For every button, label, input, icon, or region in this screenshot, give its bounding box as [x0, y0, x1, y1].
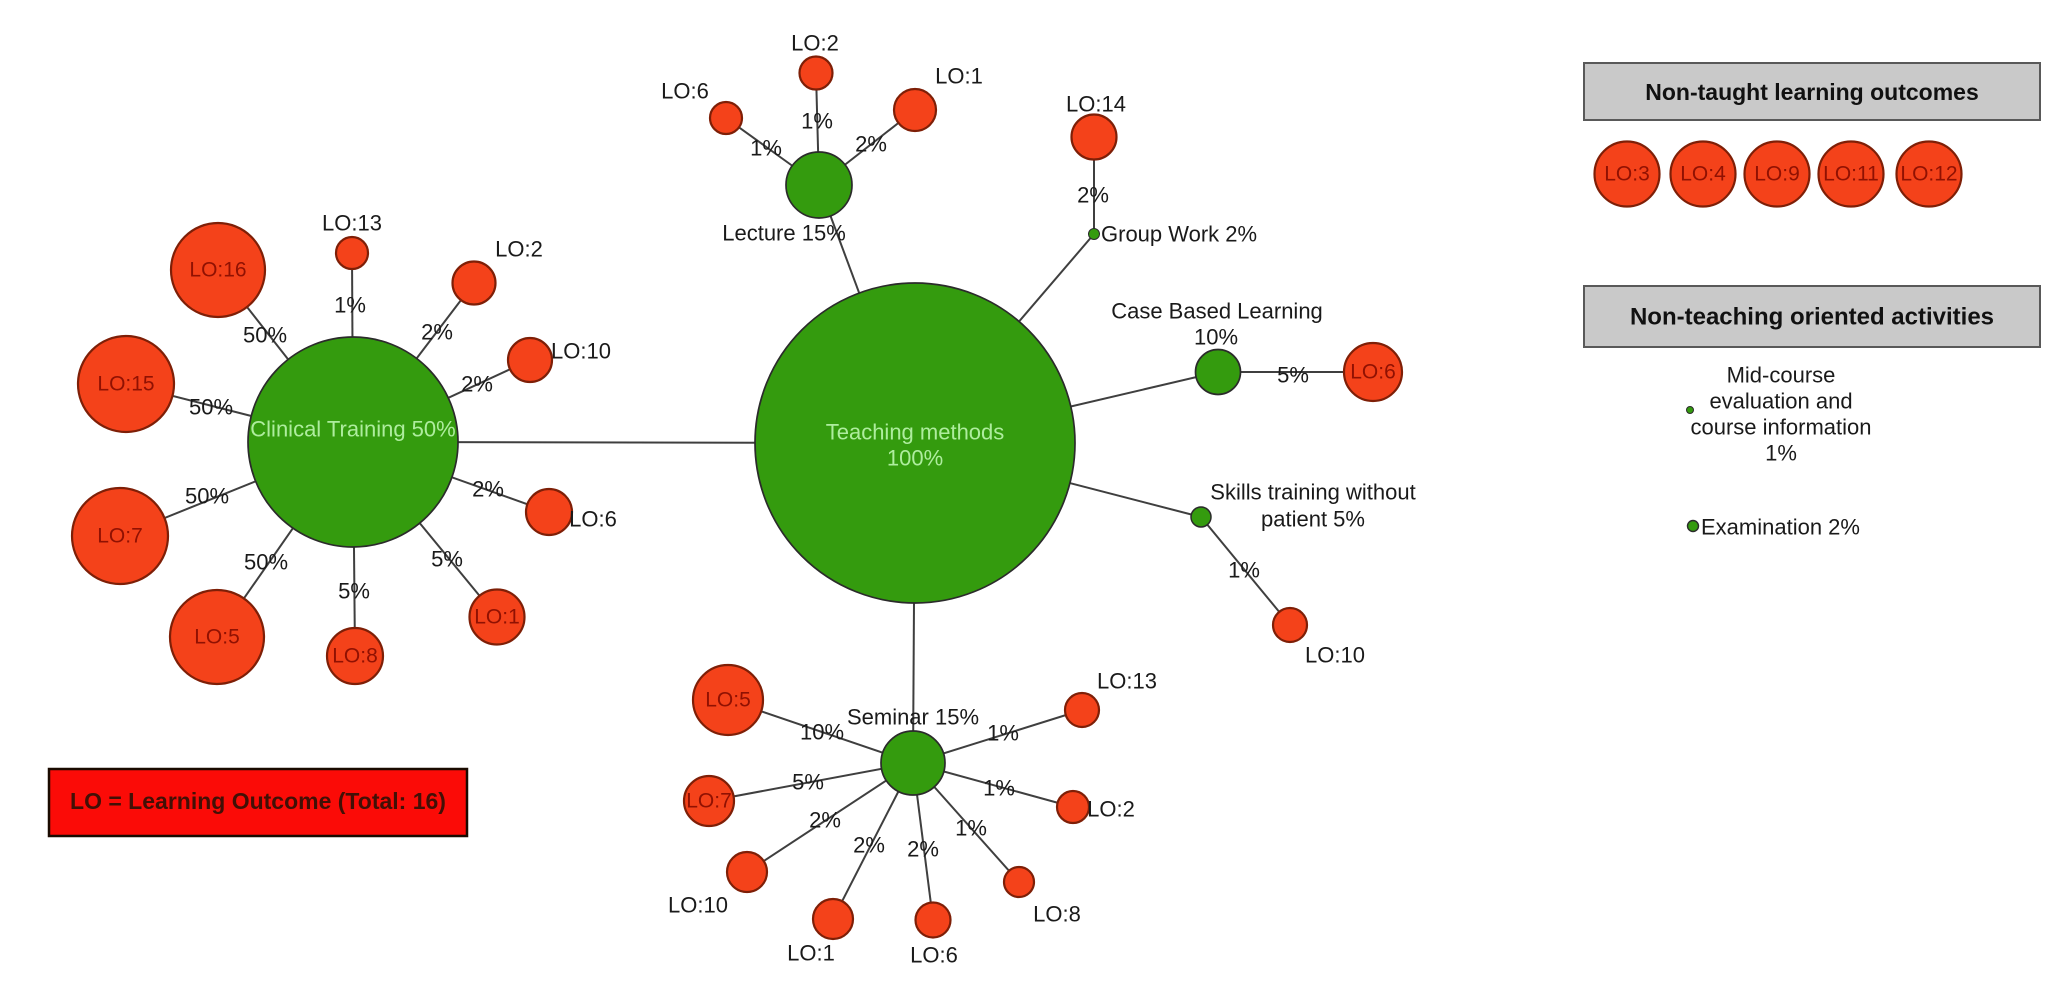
svg-text:1%: 1%: [983, 776, 1015, 801]
svg-text:LO:13: LO:13: [322, 211, 382, 236]
svg-text:2%: 2%: [855, 132, 887, 157]
svg-text:1%: 1%: [801, 109, 833, 134]
svg-text:1%: 1%: [334, 293, 366, 318]
svg-text:1%: 1%: [1228, 558, 1260, 583]
svg-text:Lecture 15%: Lecture 15%: [722, 221, 846, 246]
svg-text:100%: 100%: [887, 446, 943, 471]
svg-text:LO:1: LO:1: [474, 606, 520, 629]
svg-text:LO:5: LO:5: [194, 626, 240, 649]
svg-text:patient 5%: patient 5%: [1261, 507, 1365, 532]
svg-text:1%: 1%: [987, 721, 1019, 746]
svg-text:LO:6: LO:6: [910, 943, 958, 968]
svg-text:Non-taught learning outcomes: Non-taught learning outcomes: [1645, 79, 1979, 105]
svg-text:50%: 50%: [243, 323, 287, 348]
svg-text:1%: 1%: [955, 816, 987, 841]
svg-text:LO = Learning Outcome (Total:: LO = Learning Outcome (Total: 16): [70, 788, 446, 814]
svg-text:2%: 2%: [461, 372, 493, 397]
svg-text:LO:10: LO:10: [668, 893, 728, 918]
svg-text:2%: 2%: [809, 808, 841, 833]
svg-text:LO:12: LO:12: [1900, 163, 1957, 186]
svg-text:Case Based Learning: Case Based Learning: [1111, 299, 1323, 324]
svg-text:LO:2: LO:2: [791, 31, 839, 56]
svg-text:5%: 5%: [431, 547, 463, 572]
svg-text:LO:7: LO:7: [97, 525, 143, 548]
svg-text:5%: 5%: [1277, 363, 1309, 388]
svg-text:LO:1: LO:1: [935, 64, 983, 89]
svg-text:LO:1: LO:1: [787, 941, 835, 966]
svg-text:2%: 2%: [472, 477, 504, 502]
svg-text:LO:16: LO:16: [189, 259, 246, 282]
svg-text:Examination 2%: Examination 2%: [1701, 515, 1860, 540]
svg-text:50%: 50%: [244, 550, 288, 575]
svg-text:Non-teaching oriented activiti: Non-teaching oriented activities: [1630, 304, 1994, 331]
svg-text:LO:7: LO:7: [686, 790, 732, 813]
svg-text:Group Work 2%: Group Work 2%: [1101, 222, 1257, 247]
svg-text:LO:2: LO:2: [1087, 797, 1135, 822]
svg-text:LO:10: LO:10: [1305, 643, 1365, 668]
svg-text:1%: 1%: [750, 136, 782, 161]
svg-text:LO:4: LO:4: [1680, 163, 1726, 186]
svg-text:LO:10: LO:10: [551, 339, 611, 364]
svg-text:LO:5: LO:5: [705, 689, 751, 712]
svg-text:LO:13: LO:13: [1097, 669, 1157, 694]
svg-text:Teaching methods: Teaching methods: [826, 420, 1005, 445]
svg-text:LO:3: LO:3: [1604, 163, 1650, 186]
svg-text:50%: 50%: [189, 395, 233, 420]
svg-text:50%: 50%: [185, 484, 229, 509]
svg-text:10%: 10%: [1194, 325, 1238, 350]
svg-text:1%: 1%: [1765, 441, 1797, 466]
svg-text:LO:6: LO:6: [1350, 361, 1396, 384]
svg-text:LO:14: LO:14: [1066, 92, 1126, 117]
svg-text:LO:15: LO:15: [97, 373, 154, 396]
svg-text:LO:6: LO:6: [569, 507, 617, 532]
svg-text:LO:11: LO:11: [1823, 163, 1879, 186]
svg-text:Clinical Training 50%: Clinical Training 50%: [250, 417, 455, 442]
svg-text:LO:6: LO:6: [661, 79, 709, 104]
svg-text:LO:9: LO:9: [1754, 163, 1800, 186]
svg-text:evaluation and: evaluation and: [1709, 389, 1852, 414]
svg-text:Seminar 15%: Seminar 15%: [847, 705, 979, 730]
svg-text:Skills training without: Skills training without: [1210, 480, 1415, 505]
svg-text:LO:8: LO:8: [332, 645, 378, 668]
svg-text:2%: 2%: [1077, 183, 1109, 208]
svg-text:LO:2: LO:2: [495, 237, 543, 262]
svg-text:2%: 2%: [853, 833, 885, 858]
svg-text:LO:8: LO:8: [1033, 902, 1081, 927]
svg-text:2%: 2%: [421, 320, 453, 345]
svg-text:Mid-course: Mid-course: [1727, 363, 1836, 388]
svg-text:2%: 2%: [907, 837, 939, 862]
svg-text:10%: 10%: [800, 720, 844, 745]
svg-text:course information: course information: [1691, 415, 1872, 440]
svg-text:5%: 5%: [338, 579, 370, 604]
svg-text:5%: 5%: [792, 770, 824, 795]
